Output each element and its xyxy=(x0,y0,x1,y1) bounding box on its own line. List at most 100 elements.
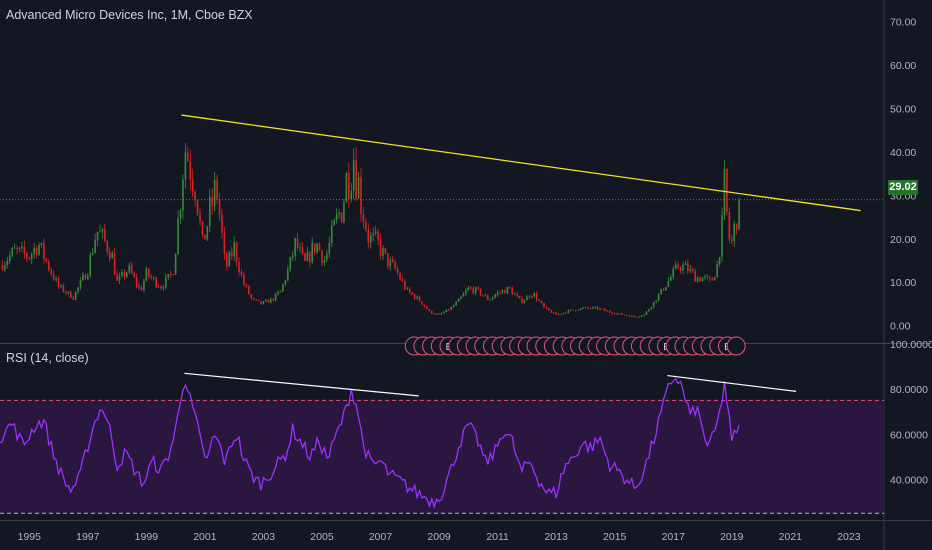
candle-body xyxy=(718,257,721,264)
candle-body xyxy=(345,173,348,203)
candle-body xyxy=(121,272,123,276)
candle-body xyxy=(213,179,216,206)
candle-body xyxy=(182,179,184,211)
candle-body xyxy=(260,301,262,305)
candle-body xyxy=(667,280,670,287)
candle-body xyxy=(174,253,177,275)
candle-body xyxy=(38,245,40,255)
candle-body xyxy=(1,264,4,271)
candle-body xyxy=(435,313,438,315)
candle-body xyxy=(377,231,379,240)
candle-body xyxy=(211,197,214,206)
candle-body xyxy=(528,296,531,298)
candle-body xyxy=(660,288,662,295)
candle-body xyxy=(601,308,604,310)
candle-body xyxy=(460,296,462,299)
candle-body xyxy=(116,274,118,281)
candle-body xyxy=(291,255,294,258)
candle-body xyxy=(450,307,453,310)
candle-body xyxy=(552,312,555,314)
candle-body xyxy=(235,242,238,263)
candle-body xyxy=(640,315,643,317)
candle-body xyxy=(284,280,287,285)
candle-body xyxy=(562,312,565,314)
candle-body xyxy=(457,298,460,302)
candle-body xyxy=(382,248,384,256)
candle-body xyxy=(389,259,392,267)
candle-body xyxy=(267,300,270,303)
candle-body xyxy=(526,296,528,301)
candle-body xyxy=(130,265,133,274)
rsi-pane[interactable] xyxy=(0,372,884,514)
price-pane[interactable]: EEE xyxy=(0,114,884,356)
candle-body xyxy=(474,287,477,294)
candle-body xyxy=(726,168,728,213)
candle-body xyxy=(630,315,633,317)
candle-body xyxy=(16,247,18,250)
candle-body xyxy=(62,285,65,292)
candle-body xyxy=(523,300,526,303)
candle-body xyxy=(596,307,599,310)
candle-body xyxy=(179,210,182,219)
candle-body xyxy=(413,294,416,299)
candle-body xyxy=(196,200,199,214)
candle-body xyxy=(584,307,587,309)
candle-body xyxy=(401,279,404,282)
earnings-marker[interactable] xyxy=(726,336,746,356)
candle-body xyxy=(455,301,457,306)
candle-body xyxy=(538,299,540,301)
price-tick-label: 10.00 xyxy=(890,277,916,289)
candle-body xyxy=(52,274,55,280)
candle-body xyxy=(516,294,518,296)
candle-body xyxy=(194,191,196,201)
candle-body xyxy=(635,316,638,318)
candle-body xyxy=(65,291,67,294)
candle-body xyxy=(221,214,223,233)
rsi-axis[interactable]: 40.0000 60.0000 80.0000 100.0000 xyxy=(890,339,932,486)
candle-body xyxy=(394,261,396,269)
candle-body xyxy=(167,273,170,278)
candle-body xyxy=(79,280,82,288)
candle-body xyxy=(240,272,243,276)
candle-body xyxy=(574,310,577,311)
candle-body xyxy=(428,309,431,311)
price-tick-label: 70.00 xyxy=(890,17,916,29)
candle-body xyxy=(28,257,31,260)
candle-body xyxy=(294,238,296,256)
candle-body xyxy=(248,286,250,295)
candle-body xyxy=(106,240,109,252)
rsi-divergence-line[interactable] xyxy=(667,374,797,392)
resistance-trendline[interactable] xyxy=(181,114,861,212)
candle-body xyxy=(613,313,616,315)
candle-body xyxy=(655,300,657,302)
candle-body xyxy=(11,248,13,256)
candle-body xyxy=(277,292,279,294)
candle-body xyxy=(316,243,318,253)
candle-body xyxy=(330,225,333,243)
time-axis[interactable]: 1995 1997 1999 2001 2003 2005 2007 2009 2011 2013… xyxy=(18,531,861,543)
time-tick-label: 2019 xyxy=(720,531,744,543)
candle-body xyxy=(72,297,74,300)
candle-body xyxy=(282,284,284,291)
candle-body xyxy=(208,197,211,227)
rsi-line[interactable] xyxy=(0,377,740,510)
candle-body xyxy=(616,313,618,315)
candle-body xyxy=(157,286,160,288)
candle-body xyxy=(404,281,406,290)
price-tick-label: 40.00 xyxy=(890,147,916,159)
candle-body xyxy=(87,275,89,280)
time-tick-label: 2001 xyxy=(193,531,217,543)
candle-body xyxy=(530,296,533,298)
rsi-divergence-line[interactable] xyxy=(184,372,419,397)
candle-body xyxy=(84,274,87,280)
candle-body xyxy=(504,290,506,294)
candle-body xyxy=(587,307,589,309)
price-tick-label: 0.00 xyxy=(890,321,911,333)
candle-body xyxy=(23,246,26,254)
rsi-tick-label: 60.0000 xyxy=(890,429,928,441)
candle-body xyxy=(355,160,357,199)
candle-body xyxy=(301,247,304,254)
time-tick-label: 2015 xyxy=(603,531,627,543)
